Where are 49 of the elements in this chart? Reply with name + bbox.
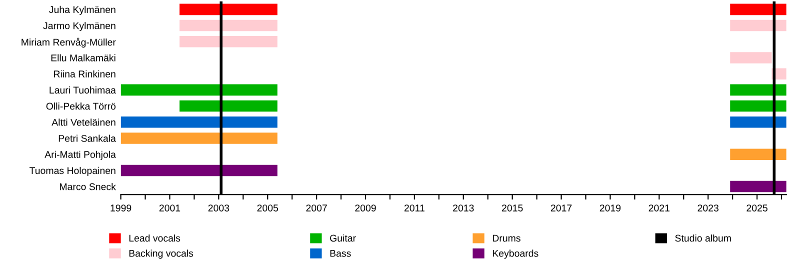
bar bbox=[180, 100, 278, 112]
legend-label: Bass bbox=[330, 250, 351, 257]
y-tick-label: Tuomas Holopainen bbox=[30, 166, 116, 176]
x-tick-label: 2013 bbox=[453, 204, 474, 212]
legend-label: Lead vocals bbox=[129, 234, 180, 242]
x-tick-label: 2019 bbox=[600, 204, 621, 212]
y-tick-label: Ari-Matti Pohjola bbox=[44, 150, 116, 160]
legend-label: Backing vocals bbox=[129, 250, 194, 259]
y-tick-label: Jarmo Kylmänen bbox=[43, 22, 116, 32]
x-tick-label: 2005 bbox=[257, 204, 278, 212]
bar bbox=[180, 20, 278, 32]
y-tick-label: Marco Sneck bbox=[60, 183, 116, 190]
bar bbox=[730, 100, 786, 112]
y-tick-label: Miriam Renvåg-Müller bbox=[22, 38, 116, 48]
y-tick-label: Ellu Malkamäki bbox=[51, 54, 116, 62]
x-tick-label: 2015 bbox=[502, 204, 523, 212]
bar bbox=[120, 84, 278, 96]
x-tick-label: 2023 bbox=[698, 204, 718, 212]
bar bbox=[120, 164, 278, 176]
x-tick-label: 2001 bbox=[159, 204, 180, 212]
bar bbox=[730, 84, 786, 96]
bar bbox=[120, 116, 278, 128]
x-tick-label: 2021 bbox=[648, 204, 670, 212]
bar bbox=[730, 180, 786, 192]
legend-label: Keyboards bbox=[492, 250, 538, 259]
legend-label: Guitar bbox=[330, 234, 356, 242]
x-tick-label: 2025 bbox=[746, 204, 768, 212]
bar bbox=[730, 116, 786, 128]
legend-label: Drums bbox=[492, 234, 520, 242]
y-tick-label: Petri Sankala bbox=[58, 134, 116, 142]
x-tick-label: 2011 bbox=[404, 204, 424, 212]
bar bbox=[730, 20, 786, 32]
y-tick-label: Lauri Tuohimaa bbox=[50, 86, 116, 94]
bar bbox=[730, 4, 786, 16]
x-tick-label: 2009 bbox=[355, 204, 376, 212]
x-tick-label: 2017 bbox=[550, 204, 572, 212]
y-tick-label: Juha Kylmänen bbox=[49, 6, 116, 15]
y-tick-label: Olli-Pekka Törrö bbox=[46, 102, 116, 110]
bar bbox=[730, 148, 786, 160]
x-tick-label: 2007 bbox=[306, 204, 327, 212]
bar bbox=[730, 52, 772, 64]
y-tick-label: Riina Rinkinen bbox=[54, 70, 116, 78]
bar bbox=[120, 132, 278, 144]
bar bbox=[180, 4, 278, 16]
y-tick-label: Altti Veteläinen bbox=[52, 118, 116, 126]
x-tick-label: 1999 bbox=[110, 204, 132, 212]
x-tick-label: 2003 bbox=[208, 204, 230, 212]
legend-label: Studio album bbox=[675, 234, 731, 242]
bar bbox=[180, 36, 278, 48]
